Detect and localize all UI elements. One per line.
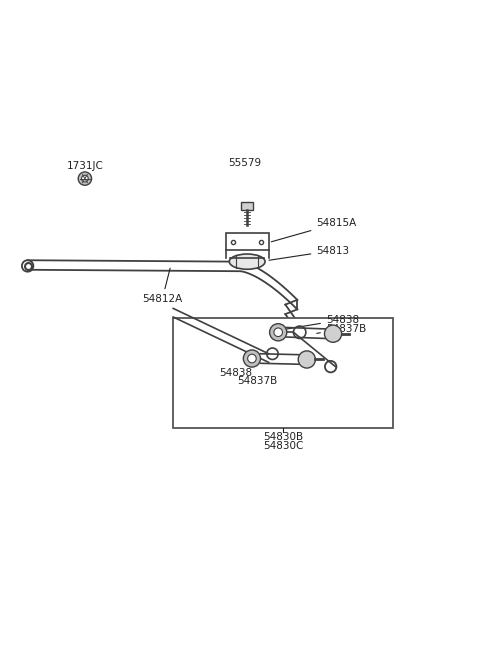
Text: 54815A: 54815A <box>271 218 357 242</box>
Circle shape <box>82 176 88 182</box>
Circle shape <box>324 325 342 343</box>
FancyBboxPatch shape <box>226 233 269 250</box>
Text: 54830C: 54830C <box>263 441 303 451</box>
Text: 54838: 54838 <box>278 315 359 330</box>
Text: 54830B: 54830B <box>263 432 303 441</box>
Text: 1731JC: 1731JC <box>66 161 103 171</box>
Circle shape <box>248 354 256 363</box>
Text: 55579: 55579 <box>228 158 261 168</box>
Text: 54838: 54838 <box>219 368 252 378</box>
Circle shape <box>298 351 315 368</box>
Ellipse shape <box>229 254 265 269</box>
Bar <box>173 318 393 428</box>
Text: 54837B: 54837B <box>317 324 366 334</box>
Circle shape <box>270 324 287 341</box>
Circle shape <box>243 350 261 367</box>
Circle shape <box>78 172 92 185</box>
Circle shape <box>274 328 282 337</box>
Text: 54813: 54813 <box>269 246 349 260</box>
Text: 54812A: 54812A <box>142 268 182 304</box>
Text: 54837B: 54837B <box>237 376 277 386</box>
FancyBboxPatch shape <box>241 202 253 210</box>
